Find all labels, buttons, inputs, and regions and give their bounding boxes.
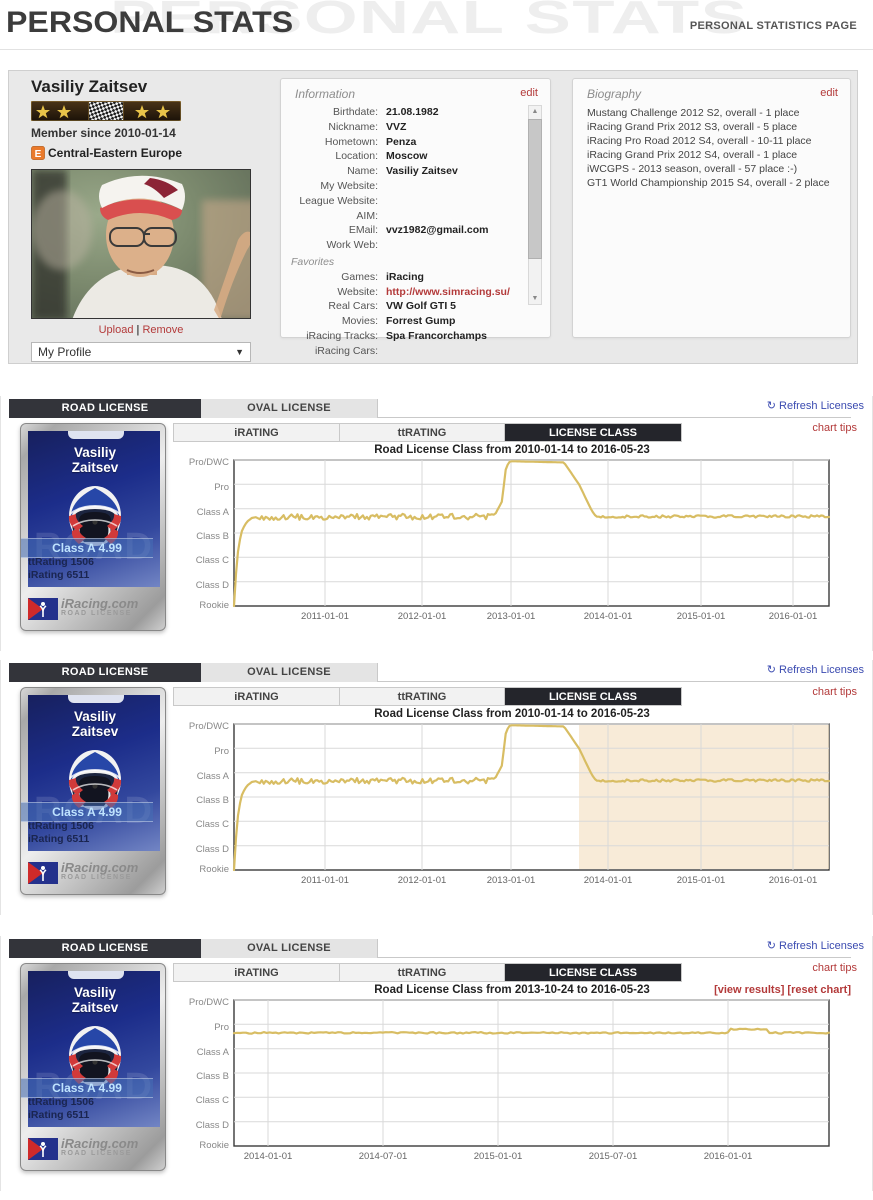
- svg-text:2012-01-01: 2012-01-01: [398, 611, 447, 622]
- svg-text:Class C: Class C: [196, 819, 229, 830]
- svg-text:Class D: Class D: [196, 1120, 229, 1131]
- svg-text:Rookie: Rookie: [199, 864, 229, 875]
- svg-text:2014-01-01: 2014-01-01: [584, 875, 633, 886]
- svg-text:Class A: Class A: [197, 507, 230, 518]
- svg-text:2012-01-01: 2012-01-01: [398, 875, 447, 886]
- svg-text:Class D: Class D: [196, 580, 229, 591]
- svg-text:Class C: Class C: [196, 1095, 229, 1106]
- svg-text:Pro/DWC: Pro/DWC: [189, 998, 229, 1008]
- svg-text:2014-07-01: 2014-07-01: [359, 1151, 408, 1162]
- svg-text:2011-01-01: 2011-01-01: [301, 611, 349, 622]
- svg-text:Pro: Pro: [214, 1022, 229, 1033]
- svg-text:2011-01-01: 2011-01-01: [301, 875, 349, 886]
- svg-text:Class B: Class B: [196, 795, 229, 806]
- svg-text:2013-01-01: 2013-01-01: [487, 875, 536, 886]
- svg-text:Pro/DWC: Pro/DWC: [189, 722, 229, 732]
- svg-text:E: E: [35, 149, 42, 160]
- svg-text:Rookie: Rookie: [199, 1140, 229, 1151]
- svg-text:2016-01-01: 2016-01-01: [769, 611, 818, 622]
- svg-text:Class A: Class A: [197, 1047, 230, 1058]
- svg-text:Class D: Class D: [196, 844, 229, 855]
- svg-text:Pro/DWC: Pro/DWC: [189, 458, 229, 468]
- svg-text:2014-01-01: 2014-01-01: [584, 611, 633, 622]
- svg-text:2016-01-01: 2016-01-01: [704, 1151, 753, 1162]
- svg-text:Pro: Pro: [214, 482, 229, 493]
- svg-text:Class A: Class A: [197, 771, 230, 782]
- svg-text:Pro: Pro: [214, 746, 229, 757]
- svg-text:2014-01-01: 2014-01-01: [244, 1151, 293, 1162]
- svg-text:Rookie: Rookie: [199, 600, 229, 611]
- svg-text:2015-01-01: 2015-01-01: [677, 611, 726, 622]
- svg-text:2015-01-01: 2015-01-01: [677, 875, 726, 886]
- svg-text:2016-01-01: 2016-01-01: [769, 875, 818, 886]
- svg-text:2015-07-01: 2015-07-01: [589, 1151, 638, 1162]
- svg-text:2015-01-01: 2015-01-01: [474, 1151, 523, 1162]
- svg-text:Class B: Class B: [196, 531, 229, 542]
- svg-text:Class C: Class C: [196, 555, 229, 566]
- svg-text:2013-01-01: 2013-01-01: [487, 611, 536, 622]
- svg-text:Class B: Class B: [196, 1071, 229, 1082]
